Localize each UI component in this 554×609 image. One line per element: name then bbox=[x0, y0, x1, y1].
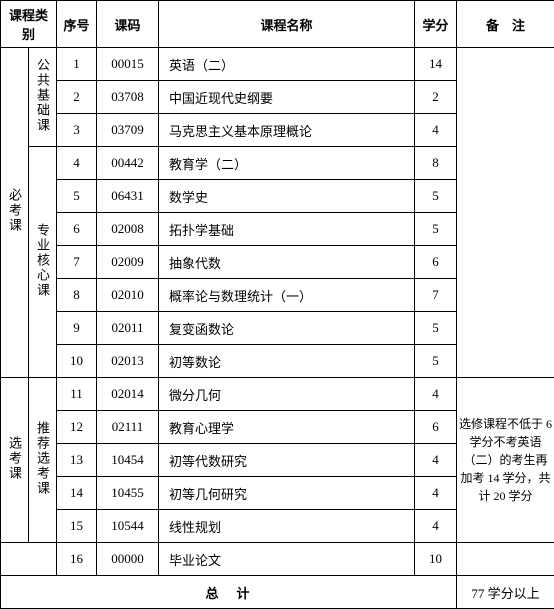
cell-code: 02008 bbox=[97, 213, 159, 246]
cell-code: 02111 bbox=[97, 411, 159, 444]
cell-seq: 5 bbox=[57, 180, 97, 213]
header-code: 课码 bbox=[97, 1, 159, 48]
cell-credit: 5 bbox=[415, 213, 457, 246]
cell-credit: 5 bbox=[415, 345, 457, 378]
cell-seq: 1 bbox=[57, 48, 97, 81]
cell-code: 03708 bbox=[97, 81, 159, 114]
cell-name: 复变函数论 bbox=[159, 312, 415, 345]
cell-code: 10454 bbox=[97, 444, 159, 477]
cell-name: 微分几何 bbox=[159, 378, 415, 411]
course-table: 课程类别 序号 课码 课程名称 学分 备 注 必考课 公共基础课 1 00015… bbox=[0, 0, 554, 609]
cell-name: 初等数论 bbox=[159, 345, 415, 378]
cell-code: 06431 bbox=[97, 180, 159, 213]
cell-seq: 13 bbox=[57, 444, 97, 477]
cell-seq: 2 bbox=[57, 81, 97, 114]
cell-code: 02013 bbox=[97, 345, 159, 378]
cell-code: 03709 bbox=[97, 114, 159, 147]
header-credit: 学分 bbox=[415, 1, 457, 48]
cell-name: 教育心理学 bbox=[159, 411, 415, 444]
cell-credit: 2 bbox=[415, 81, 457, 114]
cell-credit: 8 bbox=[415, 147, 457, 180]
cell-code: 02014 bbox=[97, 378, 159, 411]
cell-credit: 6 bbox=[415, 411, 457, 444]
note-elective: 选修课程不低于 6 学分不考英语（二）的考生再加考 14 学分，共计 20 学分 bbox=[457, 378, 554, 543]
cell-code: 02011 bbox=[97, 312, 159, 345]
cell-name: 数学史 bbox=[159, 180, 415, 213]
cell-seq: 8 bbox=[57, 279, 97, 312]
cell-code: 00442 bbox=[97, 147, 159, 180]
cell-seq: 6 bbox=[57, 213, 97, 246]
cell-credit: 4 bbox=[415, 510, 457, 543]
cell-name: 抽象代数 bbox=[159, 246, 415, 279]
cell-seq: 12 bbox=[57, 411, 97, 444]
cell-seq: 9 bbox=[57, 312, 97, 345]
total-row: 总计 77 学分以上 bbox=[1, 576, 554, 609]
cell-credit: 4 bbox=[415, 114, 457, 147]
cell-credit: 5 bbox=[415, 312, 457, 345]
cell-name: 教育学（二） bbox=[159, 147, 415, 180]
total-value: 77 学分以上 bbox=[457, 576, 554, 609]
cell-credit: 4 bbox=[415, 444, 457, 477]
cell-name: 中国近现代史纲要 bbox=[159, 81, 415, 114]
cell-name: 概率论与数理统计（一） bbox=[159, 279, 415, 312]
cell-credit: 10 bbox=[415, 543, 457, 576]
cell-seq: 15 bbox=[57, 510, 97, 543]
cell-credit: 14 bbox=[415, 48, 457, 81]
cell-name: 初等代数研究 bbox=[159, 444, 415, 477]
cell-name: 拓扑学基础 bbox=[159, 213, 415, 246]
cat2-recommend: 推荐选考课 bbox=[29, 378, 57, 543]
cat-thesis bbox=[1, 543, 57, 576]
header-category: 课程类别 bbox=[1, 1, 57, 48]
cell-name: 马克思主义基本原理概论 bbox=[159, 114, 415, 147]
cell-name: 初等几何研究 bbox=[159, 477, 415, 510]
cat1-required: 必考课 bbox=[1, 48, 29, 378]
cell-code: 10544 bbox=[97, 510, 159, 543]
cell-code: 00000 bbox=[97, 543, 159, 576]
cell-name: 线性规划 bbox=[159, 510, 415, 543]
note-required bbox=[457, 48, 554, 378]
cell-seq: 14 bbox=[57, 477, 97, 510]
cell-name: 毕业论文 bbox=[159, 543, 415, 576]
cell-seq: 4 bbox=[57, 147, 97, 180]
cell-credit: 5 bbox=[415, 180, 457, 213]
cell-credit: 6 bbox=[415, 246, 457, 279]
cat2-core: 专业核心课 bbox=[29, 147, 57, 378]
cat2-public: 公共基础课 bbox=[29, 48, 57, 147]
note-thesis bbox=[457, 543, 554, 576]
cell-credit: 4 bbox=[415, 477, 457, 510]
cell-seq: 7 bbox=[57, 246, 97, 279]
cell-code: 00015 bbox=[97, 48, 159, 81]
cell-code: 02009 bbox=[97, 246, 159, 279]
cell-code: 10455 bbox=[97, 477, 159, 510]
table-row: 16 00000 毕业论文 10 bbox=[1, 543, 554, 576]
cell-seq: 10 bbox=[57, 345, 97, 378]
cell-seq: 11 bbox=[57, 378, 97, 411]
header-row: 课程类别 序号 课码 课程名称 学分 备 注 bbox=[1, 1, 554, 48]
cell-seq: 3 bbox=[57, 114, 97, 147]
cell-credit: 7 bbox=[415, 279, 457, 312]
table-row: 必考课 公共基础课 1 00015 英语（二） 14 bbox=[1, 48, 554, 81]
header-note: 备 注 bbox=[457, 1, 554, 48]
header-name: 课程名称 bbox=[159, 1, 415, 48]
cell-seq: 16 bbox=[57, 543, 97, 576]
cell-name: 英语（二） bbox=[159, 48, 415, 81]
header-seq: 序号 bbox=[57, 1, 97, 48]
cat1-elective: 选考课 bbox=[1, 378, 29, 543]
table-row: 选考课 推荐选考课 11 02014 微分几何 4 选修课程不低于 6 学分不考… bbox=[1, 378, 554, 411]
cell-code: 02010 bbox=[97, 279, 159, 312]
total-label: 总计 bbox=[1, 576, 457, 609]
cell-credit: 4 bbox=[415, 378, 457, 411]
